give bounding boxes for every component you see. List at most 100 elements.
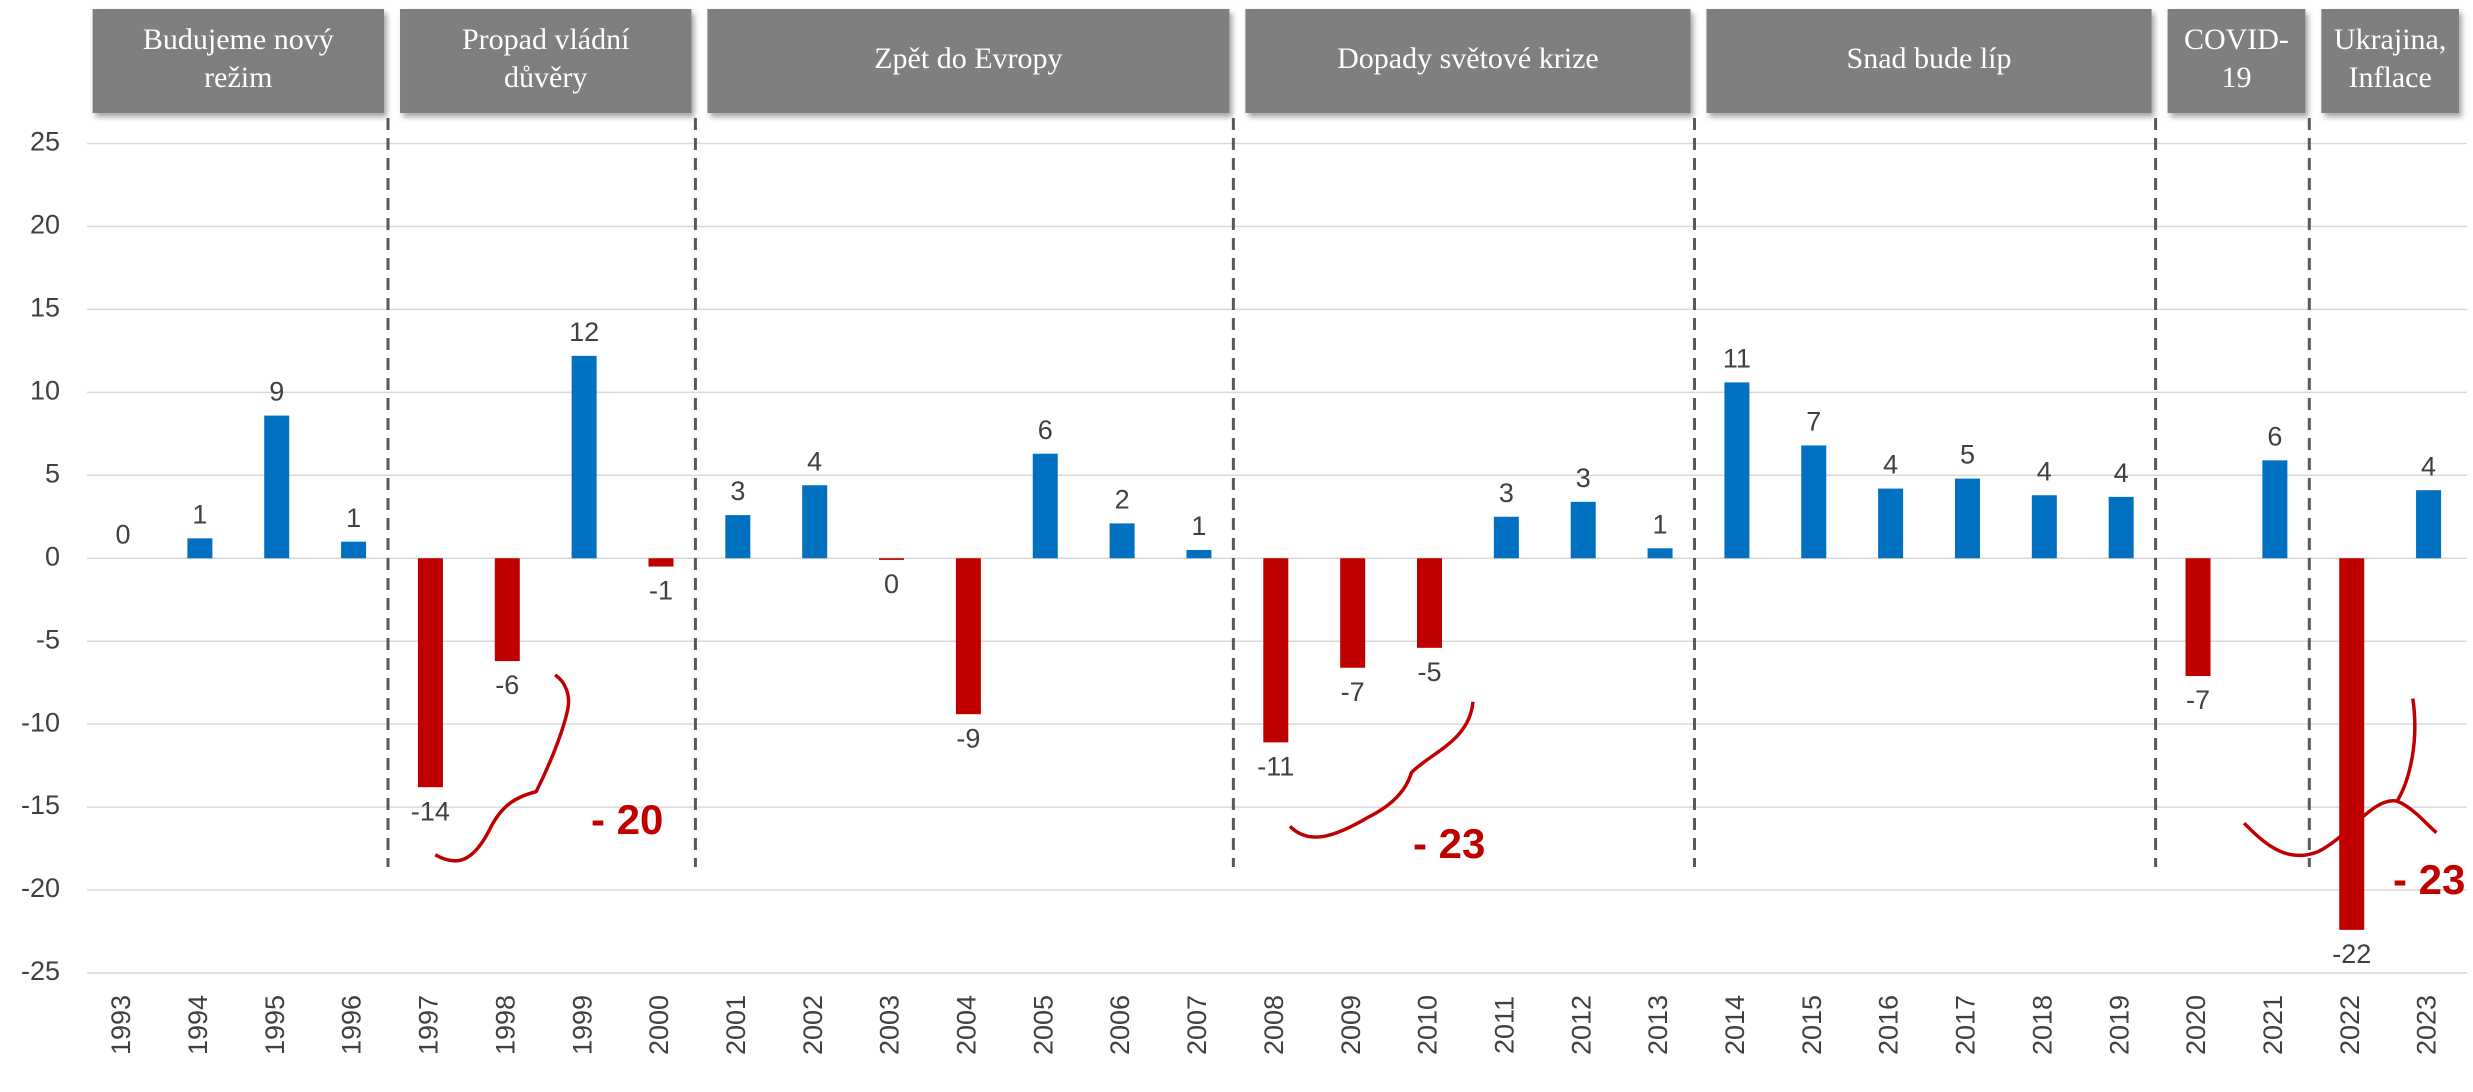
x-tick-label: 1997 xyxy=(414,995,444,1055)
bar xyxy=(1417,558,1443,648)
value-label: -22 xyxy=(2332,939,2371,969)
bar xyxy=(2339,558,2365,930)
value-label: 1 xyxy=(1653,509,1668,539)
bar xyxy=(1878,488,1904,559)
x-tick-label: 2002 xyxy=(798,995,828,1055)
bar xyxy=(2031,495,2057,559)
bar xyxy=(1801,445,1827,559)
value-label: 1 xyxy=(192,499,207,529)
y-tick-label: -10 xyxy=(21,707,60,737)
period-header xyxy=(707,9,1230,113)
period-label: Propad vládní xyxy=(462,23,630,56)
value-label: -7 xyxy=(2186,685,2210,715)
period-label: režim xyxy=(204,61,272,94)
bar xyxy=(1032,453,1058,559)
bar xyxy=(187,538,213,559)
x-tick-label: 2006 xyxy=(1105,995,1135,1055)
x-tick-label: 1996 xyxy=(337,995,367,1055)
y-tick-label: 25 xyxy=(30,127,60,157)
x-tick-label: 2014 xyxy=(1720,995,1750,1055)
bar xyxy=(2416,490,2442,559)
value-label: 4 xyxy=(807,446,822,476)
x-tick-label: 2008 xyxy=(1259,995,1289,1055)
y-tick-label: -15 xyxy=(21,790,60,820)
x-tick-label: 2016 xyxy=(1874,995,1904,1055)
period-label: 19 xyxy=(2221,61,2251,94)
value-label: 4 xyxy=(2421,451,2436,481)
x-tick-label: 1999 xyxy=(567,995,597,1055)
value-label: -1 xyxy=(649,576,673,606)
y-tick-label: 15 xyxy=(30,293,60,323)
x-tick-label: 1993 xyxy=(106,995,136,1055)
period-label: Dopady světové krize xyxy=(1337,42,1599,75)
x-tick-label: 2020 xyxy=(2181,995,2211,1055)
value-label: -14 xyxy=(411,796,450,826)
y-tick-label: 5 xyxy=(45,458,60,488)
plot: -25-20-15-10-505101520251993019941199591… xyxy=(21,9,2467,1055)
value-label: 9 xyxy=(269,377,284,407)
value-label: 7 xyxy=(1806,407,1821,437)
value-label: 3 xyxy=(1499,478,1514,508)
y-tick-label: 0 xyxy=(45,541,60,571)
brace xyxy=(2242,698,2438,858)
bar xyxy=(1724,382,1750,559)
x-tick-label: 2021 xyxy=(2258,995,2288,1055)
bar xyxy=(264,415,290,559)
value-label: 6 xyxy=(1038,415,1053,445)
bar xyxy=(494,558,520,662)
bar xyxy=(1954,478,1980,559)
x-tick-label: 2000 xyxy=(644,995,674,1055)
bar xyxy=(955,558,981,715)
y-tick-label: -20 xyxy=(21,873,60,903)
value-label: 0 xyxy=(884,569,899,599)
period-label: Budujeme nový xyxy=(143,23,334,56)
braces xyxy=(434,673,2438,863)
annotation: - 23 xyxy=(2393,856,2465,903)
brace xyxy=(434,673,571,863)
value-label: 0 xyxy=(116,519,131,549)
brace xyxy=(1288,701,1475,839)
bar xyxy=(1109,523,1135,559)
value-label: 6 xyxy=(2267,421,2282,451)
period-header xyxy=(1245,9,1691,113)
period-label: Zpět do Evropy xyxy=(874,42,1062,75)
bar xyxy=(2262,460,2288,559)
period-header xyxy=(92,9,385,113)
value-label: 4 xyxy=(2037,456,2052,486)
value-label: -6 xyxy=(495,670,519,700)
x-tick-label: 2005 xyxy=(1028,995,1058,1055)
bar xyxy=(648,558,674,567)
value-label: 1 xyxy=(346,503,361,533)
y-tick-label: -25 xyxy=(21,956,60,986)
period-label: COVID- xyxy=(2184,23,2289,56)
x-tick-label: 2013 xyxy=(1643,995,1673,1055)
bar xyxy=(1186,549,1212,559)
bar xyxy=(879,558,905,560)
x-tick-label: 2015 xyxy=(1797,995,1827,1055)
value-label: -7 xyxy=(1341,677,1365,707)
bar xyxy=(1340,558,1366,668)
y-tick-label: 10 xyxy=(30,375,60,405)
value-label: 3 xyxy=(1576,463,1591,493)
x-tick-label: 2011 xyxy=(1489,996,1519,1054)
bar xyxy=(1263,558,1289,743)
period-header xyxy=(400,9,692,113)
x-tick-label: 2004 xyxy=(952,995,982,1055)
value-label: 5 xyxy=(1960,440,1975,470)
period-label: Ukrajina, xyxy=(2334,23,2446,56)
bar xyxy=(725,515,751,559)
bar xyxy=(341,541,367,559)
annotation: - 23 xyxy=(1413,820,1485,867)
bar xyxy=(802,485,828,559)
value-label: -9 xyxy=(956,723,980,753)
value-label: 4 xyxy=(2114,458,2129,488)
x-tick-label: 2017 xyxy=(1951,995,1981,1055)
bar xyxy=(571,355,597,559)
bar xyxy=(417,558,443,788)
annotation: - 20 xyxy=(591,796,663,843)
bar xyxy=(1647,548,1673,559)
period-label: důvěry xyxy=(504,61,587,94)
value-label: 12 xyxy=(569,317,599,347)
x-tick-label: 2001 xyxy=(721,995,751,1055)
